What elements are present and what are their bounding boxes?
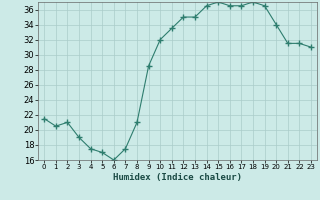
- X-axis label: Humidex (Indice chaleur): Humidex (Indice chaleur): [113, 173, 242, 182]
